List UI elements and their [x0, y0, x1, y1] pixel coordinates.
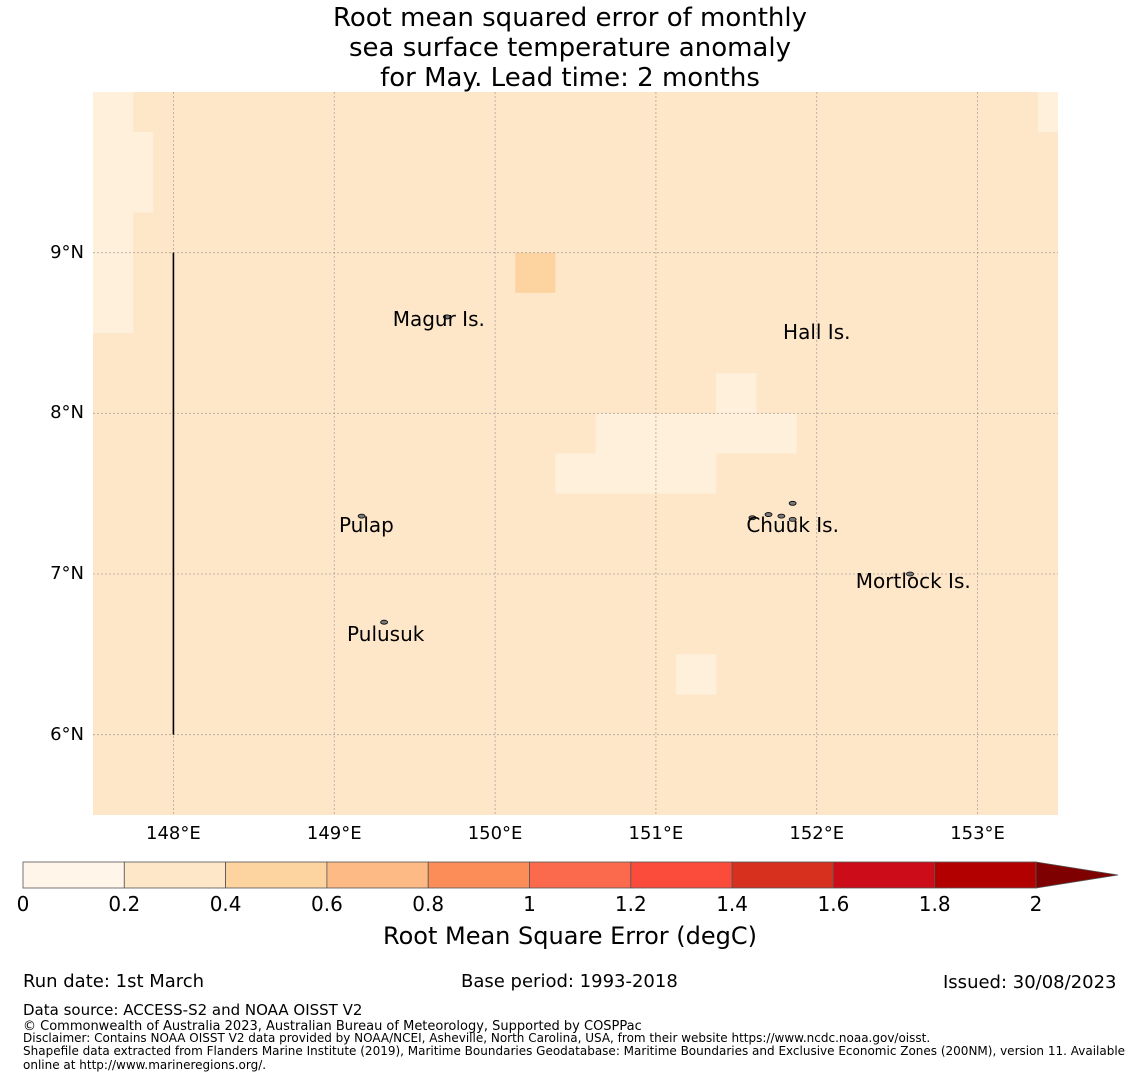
- colorbar-tick-label: 1: [523, 892, 536, 916]
- colorbar-tick-label: 1.2: [614, 892, 647, 916]
- latitude-tick-label: 8°N: [50, 402, 84, 424]
- shapefile-credit-1: Shapefile data extracted from Flanders M…: [23, 1044, 1126, 1058]
- island-shape: [906, 571, 914, 577]
- island-shape: [788, 516, 797, 522]
- island-shape: [748, 515, 757, 521]
- data-source: Data source: ACCESS-S2 and NOAA OISST V2: [23, 1001, 363, 1019]
- map-title-line-2: sea surface temperature anomaly: [349, 33, 791, 63]
- disclaimer: Disclaimer: Contains NOAA OISST V2 data …: [23, 1031, 931, 1045]
- longitude-tick-label: 152°E: [789, 823, 845, 844]
- colorbar-segment: [225, 861, 328, 889]
- place-label: Hall Is.: [783, 320, 851, 344]
- colorbar-segment: [123, 861, 227, 889]
- colorbar-tick-label: 1.4: [716, 892, 748, 916]
- rmse-cell: [595, 413, 797, 454]
- colorbar-tick-label: 0.8: [412, 892, 445, 916]
- colorbar-tick-label: 0.6: [310, 892, 343, 916]
- map-panel: [93, 92, 1058, 815]
- colorbar-segment: [22, 861, 125, 889]
- colorbar-segment: [833, 861, 936, 889]
- colorbar-tick-label: 0.2: [108, 892, 141, 916]
- colorbar-tick-label: 2: [1029, 892, 1043, 916]
- place-label: Magur Is.: [392, 307, 485, 332]
- island-shape: [777, 513, 786, 519]
- island-shape: [442, 314, 451, 320]
- colorbar: [22, 861, 1119, 889]
- place-label: Mortlock Is.: [855, 569, 971, 594]
- longitude-tick-label: 151°E: [628, 823, 684, 844]
- colorbar-segment: [731, 861, 834, 889]
- place-label: Pulusuk: [347, 622, 425, 647]
- longitude-tick-label: 153°E: [950, 823, 1005, 844]
- colorbar-tick-label: 1.6: [817, 892, 850, 916]
- colorbar-label: Root Mean Square Error (degC): [383, 922, 757, 950]
- map-title-line-3: for May. Lead time: 2 months: [380, 63, 760, 93]
- shapefile-credit-2: online at http://www.marineregions.org/.: [23, 1058, 267, 1072]
- rmse-cell: [676, 654, 717, 695]
- rmse-cell: [716, 373, 757, 414]
- island-shape: [764, 512, 773, 517]
- latitude-tick-label: 6°N: [50, 723, 84, 745]
- copyright: © Commonwealth of Australia 2023, Austra…: [23, 1019, 642, 1034]
- longitude-tick-label: 150°E: [467, 823, 523, 844]
- rmse-cell: [93, 92, 134, 333]
- colorbar-segment: [934, 861, 1037, 889]
- latitude-tick-label: 9°N: [50, 241, 84, 263]
- colorbar-tick-label: 0.4: [209, 892, 242, 916]
- island-shape: [380, 619, 389, 625]
- latitude-tick-label: 7°N: [50, 563, 84, 584]
- colorbar-tick-label: 1.8: [918, 892, 951, 916]
- rmse-cell: [133, 132, 154, 213]
- colorbar-segment: [326, 861, 429, 889]
- rmse-cell: [555, 453, 717, 494]
- map-title-line-1: Root mean squared error of monthly: [332, 3, 808, 33]
- place-label: Chuuk Is.: [746, 512, 839, 537]
- longitude-tick-label: 148°E: [146, 823, 201, 844]
- colorbar-segment: [630, 861, 733, 889]
- run-date: Run date: 1st March: [23, 971, 205, 992]
- colorbar-segment: [427, 861, 530, 889]
- longitude-tick-label: 149°E: [306, 823, 362, 844]
- island-shape: [788, 500, 797, 506]
- rmse-cell: [1037, 92, 1058, 133]
- base-period: Base period: 1993-2018: [461, 971, 678, 992]
- issued-date: Issued: 30/08/2023: [943, 972, 1117, 993]
- place-label: Pulap: [338, 512, 394, 537]
- rmse-map: [22, 92, 1119, 889]
- colorbar-extend-arrow: [1035, 861, 1119, 889]
- colorbar-segment: [529, 861, 632, 889]
- island-shape: [357, 513, 366, 519]
- colorbar-tick-label: 0: [16, 892, 30, 916]
- rmse-cell: [515, 252, 556, 293]
